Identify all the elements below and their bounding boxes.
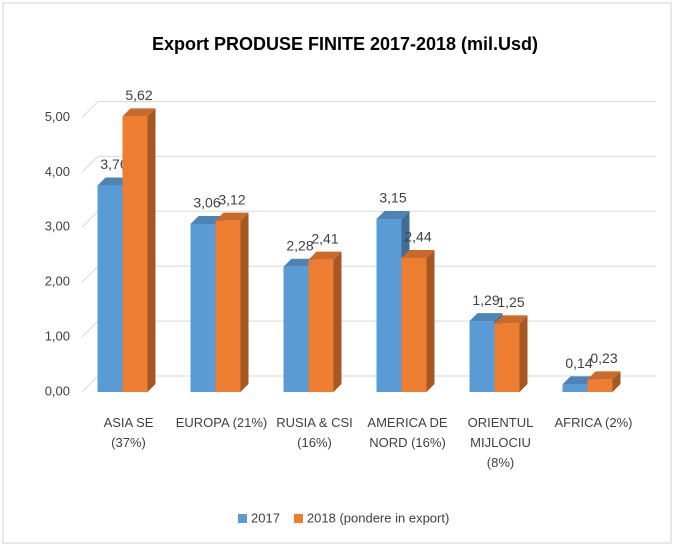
data-label: 3,12 xyxy=(218,191,245,207)
bar-front xyxy=(97,185,123,392)
legend-label: 2018 (pondere in export) xyxy=(307,510,449,525)
x-tick-label: AMERICA DE NORD (16%) xyxy=(367,415,448,450)
y-tick-label: 5,00 xyxy=(45,109,70,124)
bar-top xyxy=(190,215,224,224)
data-label: 3,06 xyxy=(193,195,220,211)
data-label: 1,25 xyxy=(497,294,524,310)
y-tick-label: 0,00 xyxy=(45,383,70,398)
bar-top xyxy=(97,177,131,186)
bar-side xyxy=(612,371,621,392)
bar-top xyxy=(376,211,410,220)
data-label: 3,76 xyxy=(100,156,127,172)
data-label: 5,62 xyxy=(125,87,152,103)
bar-top xyxy=(494,315,528,324)
bar-front xyxy=(376,219,402,392)
chart-title: Export PRODUSE FINITE 2017-2018 (mil.Usd… xyxy=(152,34,538,54)
bar-side xyxy=(147,108,156,393)
y-tick-label: 1,00 xyxy=(45,329,70,344)
bar-side xyxy=(519,315,528,392)
legend-label: 2017 xyxy=(251,510,280,525)
data-label: 0,14 xyxy=(565,355,592,371)
bar-front xyxy=(215,220,241,392)
bar-front xyxy=(587,379,613,392)
bar-side xyxy=(240,212,249,392)
legend-swatch xyxy=(293,514,303,523)
data-label: 2,41 xyxy=(311,230,338,246)
y-tick-label: 2,00 xyxy=(45,274,70,289)
bar-side xyxy=(426,250,435,392)
x-tick-label: ORIENTUL MIJLOCIU (8%) xyxy=(468,415,534,470)
data-label: 1,29 xyxy=(472,292,499,308)
bar-top xyxy=(308,251,342,260)
data-label: 0,23 xyxy=(590,350,617,366)
data-label: 3,15 xyxy=(379,190,406,206)
x-tick-label: ASIA SE (37%) xyxy=(104,415,154,450)
grid-line xyxy=(81,155,656,173)
data-label: 2,28 xyxy=(286,238,313,254)
bar-top xyxy=(215,212,249,221)
bar-front xyxy=(401,258,427,392)
bar-top xyxy=(122,108,156,117)
bar-side xyxy=(333,251,342,392)
x-tick-label: AFRICA (2%) xyxy=(554,415,632,430)
y-tick-label: 3,00 xyxy=(45,219,70,234)
bar-front xyxy=(283,266,309,392)
x-tick-label: RUSIA & CSI (16%) xyxy=(276,415,353,450)
bar-top xyxy=(562,376,596,385)
bar-front xyxy=(190,223,216,392)
bar-top xyxy=(587,371,621,380)
data-label: 2,44 xyxy=(404,229,431,245)
x-tick-label: EUROPA (21%) xyxy=(176,415,268,430)
bar-top xyxy=(283,258,317,267)
bar-top xyxy=(401,250,435,259)
bar-top xyxy=(469,313,503,322)
y-tick-label: 4,00 xyxy=(45,164,70,179)
bar-front xyxy=(122,116,148,393)
bar-front xyxy=(494,323,520,392)
bar-front xyxy=(308,259,334,392)
grid-line xyxy=(81,100,656,118)
bar-front xyxy=(562,384,588,392)
legend-swatch xyxy=(238,514,247,523)
bar-front xyxy=(469,321,495,392)
